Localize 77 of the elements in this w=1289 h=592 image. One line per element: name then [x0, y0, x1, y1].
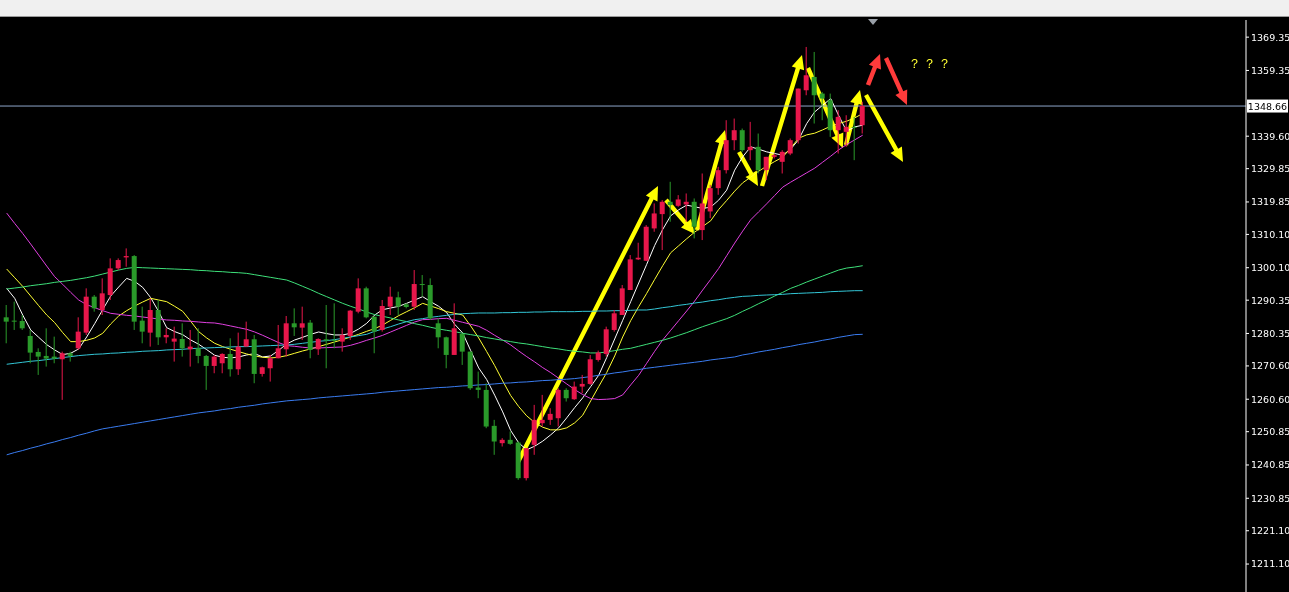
candlestick — [371, 316, 377, 354]
candlestick — [299, 306, 305, 341]
candlestick — [803, 46, 809, 96]
candlestick — [659, 199, 665, 251]
candlestick — [579, 374, 585, 394]
candlestick — [331, 302, 337, 349]
y-tick-label: 1290.35 — [1251, 294, 1289, 306]
candlestick — [219, 352, 225, 374]
candlestick — [243, 321, 249, 348]
candlestick — [819, 91, 825, 121]
ref-line-label: 1348.66 — [1247, 100, 1288, 112]
candlestick — [211, 354, 217, 374]
candlestick — [339, 327, 345, 353]
candlestick — [355, 277, 361, 314]
candlestick — [651, 202, 657, 233]
candlestick — [731, 118, 737, 151]
candlestick — [59, 351, 65, 401]
candlestick — [835, 109, 841, 155]
candlestick — [267, 354, 273, 383]
line-series — [6, 265, 864, 354]
candlestick — [387, 286, 393, 316]
y-tick-label: 1230.85 — [1251, 492, 1289, 504]
candlestick — [43, 327, 49, 368]
y-tick-label: 1250.85 — [1251, 426, 1289, 438]
y-tick-label: 1319.85 — [1251, 196, 1289, 208]
y-tick-label: 1270.60 — [1251, 360, 1289, 372]
candlestick — [179, 322, 185, 358]
candlestick — [411, 269, 417, 311]
candlestick — [491, 419, 497, 456]
y-tick-label: 1369.35 — [1251, 31, 1289, 43]
y-tick-label: 1260.60 — [1251, 393, 1289, 405]
candlestick — [859, 101, 865, 135]
y-tick-label: 1280.35 — [1251, 327, 1289, 339]
y-tick-label: 1300.10 — [1251, 262, 1289, 274]
y-tick-label: 1359.35 — [1251, 64, 1289, 76]
candlestick — [611, 309, 617, 333]
candlestick — [27, 329, 33, 364]
candlestick — [275, 324, 281, 359]
candlestick — [419, 274, 425, 298]
candlestick — [99, 277, 105, 316]
candlestick — [227, 337, 233, 378]
candlestick — [171, 326, 177, 363]
line-series — [6, 134, 864, 401]
y-tick-label: 1329.85 — [1251, 163, 1289, 175]
candlestick — [235, 332, 241, 376]
candlestick — [139, 306, 145, 344]
candlestick — [435, 317, 441, 349]
y-tick-label: 1310.10 — [1251, 228, 1289, 240]
candlestick — [715, 166, 721, 196]
candlestick — [3, 304, 9, 344]
candlestick — [443, 336, 449, 369]
candlestick — [395, 291, 401, 316]
candlestick — [707, 184, 713, 219]
candlestick — [851, 116, 857, 161]
candlestick — [571, 381, 577, 401]
line-series — [6, 333, 864, 456]
candlestick — [459, 332, 465, 366]
candlestick — [51, 336, 57, 364]
candlestick — [147, 297, 153, 348]
candlestick — [843, 114, 849, 148]
candlestick — [379, 299, 385, 333]
candlestick — [35, 347, 41, 376]
y-tick-label: 1339.60 — [1251, 130, 1289, 142]
candlestick — [739, 128, 745, 153]
candlestick — [755, 133, 761, 174]
y-tick-label: 1211.10 — [1251, 558, 1289, 570]
candlestick — [195, 327, 201, 364]
candlestick — [779, 149, 785, 174]
candlestick — [11, 301, 17, 331]
candlestick — [811, 51, 817, 125]
text: ？？？ — [908, 56, 953, 71]
candlestick — [203, 354, 209, 391]
candlestick — [75, 316, 81, 351]
y-tick-label: 1221.10 — [1251, 525, 1289, 537]
candlestick — [323, 304, 329, 369]
candlestick — [291, 307, 297, 337]
y-tick-label: 1240.85 — [1251, 459, 1289, 471]
